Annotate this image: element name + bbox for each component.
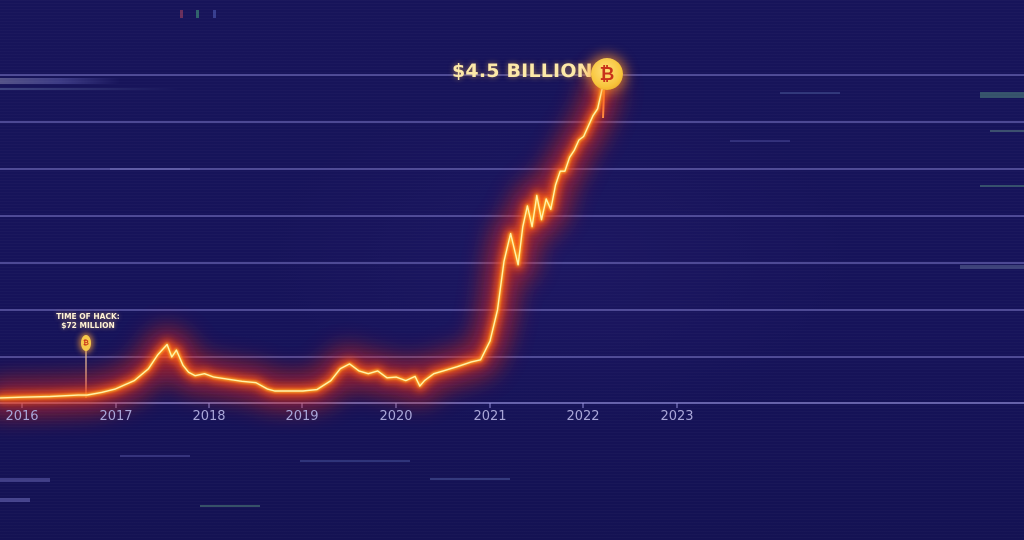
peak-value-label: $4.5 BILLION bbox=[452, 60, 593, 82]
x-axis-label: 2016 bbox=[5, 409, 39, 424]
x-axis-label: 2018 bbox=[192, 409, 226, 424]
x-axis-label: 2017 bbox=[99, 409, 133, 424]
x-axis-label: 2023 bbox=[660, 409, 694, 424]
x-axis-label: 2021 bbox=[473, 409, 507, 424]
price-line bbox=[0, 71, 620, 415]
hack-annotation-value: $72 million bbox=[61, 321, 115, 330]
hack-annotation: Time of hack: $72 million bbox=[50, 312, 126, 330]
bitcoin-icon: ₿ bbox=[591, 58, 623, 90]
hack-annotation-title: Time of hack: bbox=[56, 312, 120, 321]
x-axis-label: 2019 bbox=[285, 409, 319, 424]
x-axis-label: 2020 bbox=[379, 409, 413, 424]
x-axis-label: 2022 bbox=[566, 409, 600, 424]
bitcoin-icon-small: ₿ bbox=[81, 335, 91, 351]
